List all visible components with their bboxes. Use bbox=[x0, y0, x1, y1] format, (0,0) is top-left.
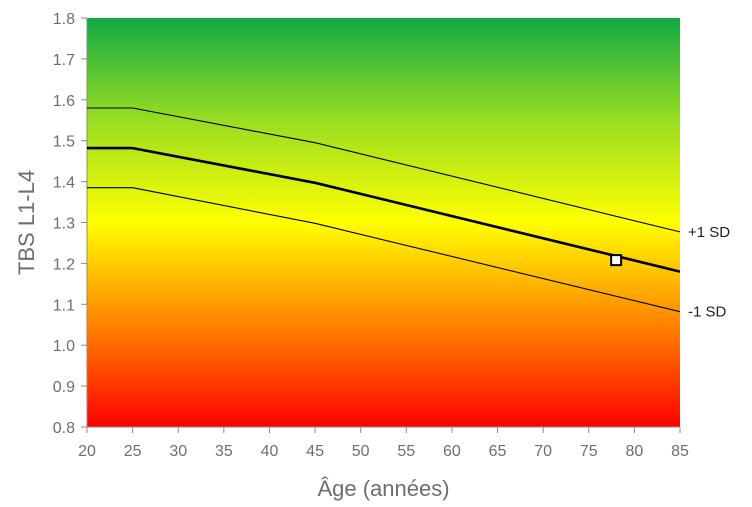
axis-ticks bbox=[81, 17, 681, 433]
x-tick-label: 55 bbox=[397, 443, 415, 460]
x-tick-label: 30 bbox=[169, 443, 187, 460]
series-label: +1 SD bbox=[688, 224, 730, 241]
patient-points bbox=[610, 254, 623, 267]
x-tick-label: 35 bbox=[215, 443, 233, 460]
y-tick-label: 0.9 bbox=[53, 379, 75, 396]
x-tick-label: 60 bbox=[443, 443, 461, 460]
x-tick-label: 65 bbox=[489, 443, 507, 460]
series-label: -1 SD bbox=[688, 304, 727, 321]
y-tick-label: 1.3 bbox=[53, 216, 75, 233]
x-tick-label: 50 bbox=[352, 443, 370, 460]
y-tick-label: 0.8 bbox=[53, 420, 75, 437]
x-tick-label: 45 bbox=[306, 443, 324, 460]
curve-mean bbox=[87, 146, 681, 273]
y-tick-label: 1.5 bbox=[53, 134, 75, 151]
y-tick-label: 1.6 bbox=[53, 93, 75, 110]
tick-labels: 0.8 0.9 1.0 1.1 1.2 1.3 1.4 1.5 1.6 1.7 1.8 20 25 30 3… bbox=[53, 11, 731, 460]
x-tick-label: 85 bbox=[671, 443, 689, 460]
x-tick-label: 75 bbox=[580, 443, 598, 460]
y-tick-label: 1.8 bbox=[53, 11, 75, 28]
y-tick-label: 1.2 bbox=[53, 256, 75, 273]
y-tick-label: 1.0 bbox=[53, 338, 75, 355]
curve-plus-1-sd bbox=[87, 107, 681, 233]
curve-minus-1-sd bbox=[87, 187, 681, 313]
plot-area-background bbox=[87, 18, 680, 427]
x-tick-label: 70 bbox=[534, 443, 552, 460]
y-tick-label: 1.7 bbox=[53, 52, 75, 69]
x-tick-label: 80 bbox=[625, 443, 643, 460]
patient-marker bbox=[610, 254, 623, 267]
y-axis-title: TBS L1-L4 bbox=[14, 170, 39, 275]
reference-curves bbox=[87, 107, 681, 313]
x-tick-label: 40 bbox=[261, 443, 279, 460]
y-tick-label: 1.1 bbox=[53, 297, 75, 314]
x-tick-label: 20 bbox=[78, 443, 96, 460]
x-axis-title: Âge (années) bbox=[317, 476, 449, 501]
y-tick-label: 1.4 bbox=[53, 175, 75, 192]
x-tick-label: 25 bbox=[124, 443, 142, 460]
